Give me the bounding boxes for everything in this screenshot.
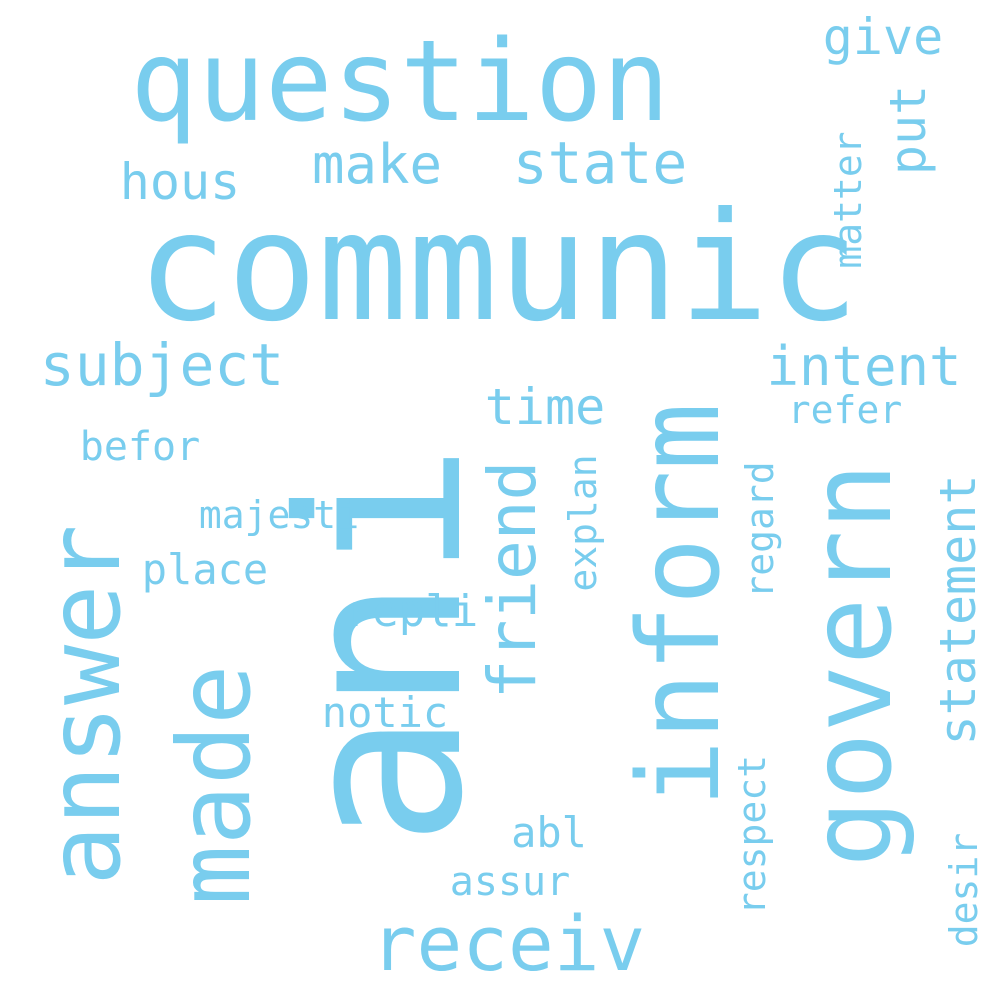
word-statement: statement (929, 474, 987, 746)
word-regard: regard (738, 461, 782, 599)
word-hous: hous (119, 153, 241, 211)
word-made: made (156, 664, 273, 906)
word-abl: abl (511, 808, 587, 857)
word-repli: repli (345, 586, 479, 637)
word-explan: explan (561, 454, 605, 592)
word-desir: desir (942, 832, 986, 948)
word-befor: befor (79, 424, 201, 470)
word-assur: assur (449, 859, 571, 905)
word-place: place (141, 545, 269, 594)
word-receiv: receiv (370, 899, 646, 988)
word-answer: answer (26, 524, 143, 886)
word-communic: communic (136, 181, 860, 355)
word-matter: matter (826, 131, 870, 269)
word-friend: friend (474, 460, 551, 700)
word-inform: inform (615, 402, 745, 808)
word-respect: respect (730, 754, 774, 916)
word-majesti: majesti (198, 493, 360, 537)
word-refer: refer (787, 388, 903, 432)
word-govern: govern (787, 462, 917, 868)
word-make: make (311, 133, 443, 196)
word-state: state (512, 129, 688, 197)
word-time: time (484, 378, 606, 436)
word-notic: notic (321, 688, 449, 737)
word-subject: subject (39, 331, 285, 399)
word-put: put (879, 84, 937, 176)
word-intent: intent (766, 335, 962, 398)
word-give: give (822, 8, 944, 66)
word-question: question (130, 17, 670, 147)
